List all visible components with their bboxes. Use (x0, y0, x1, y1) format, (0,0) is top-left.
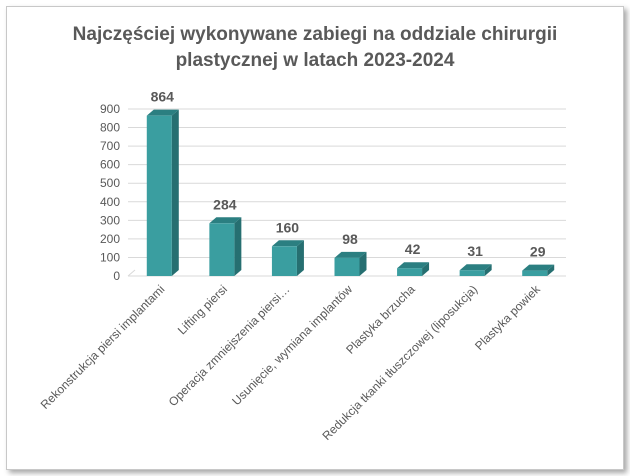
chart-title-line-1: Najczęściej wykonywane zabiegi na oddzia… (72, 24, 558, 45)
category-label: Usunięcie, wymiana implantów (229, 282, 355, 408)
chart-title-line-2: plastycznej w latach 2023-2024 (175, 50, 455, 71)
category-label: Rekonstrukcja piersi implantami (38, 282, 168, 412)
bar-side (171, 109, 179, 277)
bar-top (271, 240, 304, 247)
bar (522, 270, 548, 276)
bar (459, 270, 485, 276)
data-label: 29 (530, 244, 546, 260)
floor-edge (127, 269, 136, 277)
bar-side (359, 251, 367, 276)
y-tick-label: 800 (100, 121, 120, 135)
y-tick-label: 700 (100, 139, 120, 153)
bar (146, 115, 172, 277)
y-tick-label: 300 (100, 213, 120, 227)
bar-side (296, 240, 304, 276)
data-label: 31 (467, 243, 483, 259)
bar-side (484, 264, 492, 276)
bar-top (334, 251, 367, 258)
bar (334, 257, 360, 276)
bar (271, 246, 297, 276)
data-label: 284 (213, 196, 237, 212)
data-label: 864 (151, 89, 175, 105)
y-tick-label: 500 (100, 176, 120, 190)
bar-top (459, 264, 492, 271)
bar-side (422, 262, 430, 276)
chart-title: Najczęściej wykonywane zabiegi na oddzia… (0, 22, 630, 74)
y-tick-label: 200 (100, 232, 120, 246)
y-tick-label: 0 (113, 269, 120, 283)
bar-side (547, 264, 555, 276)
bar (209, 223, 235, 276)
y-tick-label: 400 (100, 195, 120, 209)
bar (397, 268, 423, 276)
category-label: Lifting piersi (175, 282, 230, 337)
data-label: 160 (276, 219, 300, 235)
data-label: 42 (405, 241, 421, 257)
y-tick-label: 100 (100, 250, 120, 264)
category-label: Operacja zmniejszenia piersi… (166, 282, 293, 409)
category-label: Plastyka powiek (472, 282, 543, 353)
chart-frame (6, 6, 624, 470)
data-label: 98 (342, 231, 358, 247)
y-tick-label: 600 (100, 158, 120, 172)
y-tick-label: 900 (100, 102, 120, 116)
bar-top (146, 109, 179, 116)
bar-top (522, 264, 555, 271)
bar-side (234, 217, 242, 276)
bar-top (209, 217, 242, 224)
bar-top (397, 262, 430, 269)
